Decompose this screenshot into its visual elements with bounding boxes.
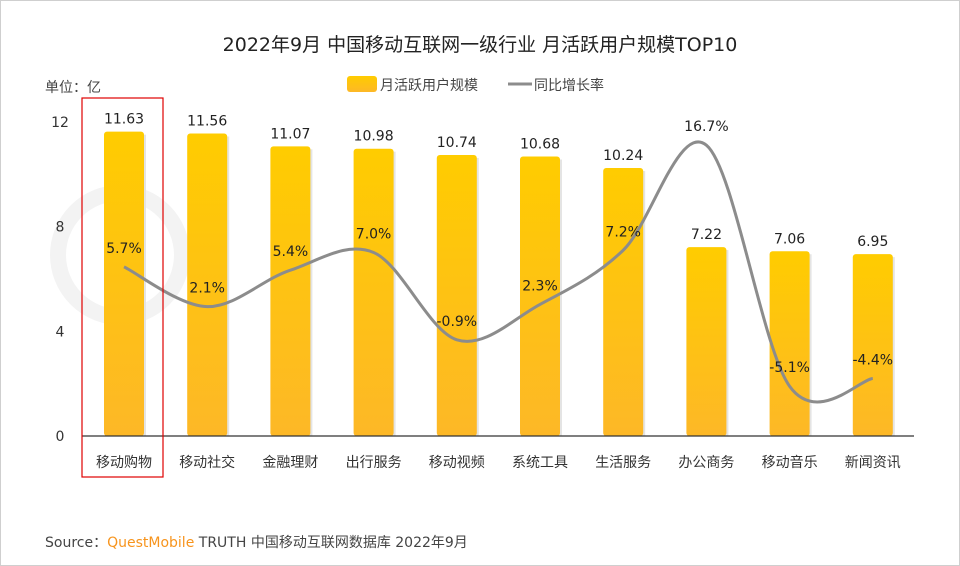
bar-value-label: 7.22 [691,227,722,243]
highlight-box [81,97,164,478]
bar-value-label: 7.06 [774,231,805,247]
growth-value-label: 2.1% [189,281,225,297]
growth-value-label: 7.2% [605,224,641,240]
growth-value-label: 5.4% [273,244,309,260]
x-tick-label: 出行服务 [346,455,402,471]
growth-value-label: 2.3% [522,278,558,294]
x-tick-label: 生活服务 [595,455,651,471]
x-tick-label: 办公商务 [678,455,734,471]
legend-line-label: 同比增长率 [534,77,604,94]
growth-value-label: -0.9% [436,314,477,330]
x-tick-label: 金融理财 [262,455,318,471]
bar-value-label: 11.63 [104,112,144,128]
bar [603,168,644,436]
source-prefix: Source： [45,535,107,551]
bar-value-label: 10.24 [603,148,643,164]
bar-value-label: 11.56 [187,114,227,130]
y-tick-label: 4 [56,324,65,340]
x-tick-label: 新闻资讯 [845,455,901,471]
y-tick-label: 0 [56,429,65,445]
bar [852,254,893,436]
growth-value-label: 5.7% [106,241,142,257]
bar-value-label: 10.68 [520,137,560,153]
x-tick-label: 移动社交 [179,454,235,471]
source-text: TRUTH 中国移动互联网数据库 2022年9月 [194,535,468,551]
bar [104,131,144,436]
growth-line [123,140,874,404]
bar [353,148,394,436]
bar [520,156,560,437]
growth-value-label: -4.4% [852,353,893,369]
y-tick-label: 12 [51,115,69,131]
bar [769,251,810,436]
y-tick-label: 8 [56,220,65,236]
legend-bar-swatch [347,76,377,92]
bar [187,133,228,436]
bar-value-label: 10.74 [437,135,477,151]
growth-value-label: 16.7% [684,119,728,135]
chart-title: 2022年9月 中国移动互联网一级行业 月活跃用户规模TOP10 [223,34,738,56]
bar [436,154,477,436]
bar-value-label: 11.07 [270,126,310,142]
bar-value-label: 10.98 [354,129,394,145]
source-brand: QuestMobile [107,535,194,551]
x-tick-label: 系统工具 [512,455,568,471]
x-tick-label: 移动购物 [96,455,152,471]
x-tick-label: 移动视频 [429,455,485,471]
growth-value-label: 7.0% [356,226,392,242]
bar [686,247,727,436]
growth-value-label: -5.1% [769,360,810,376]
bar [270,146,311,436]
source-note: Source：QuestMobile TRUTH 中国移动互联网数据库 2022… [45,535,468,551]
unit-label: 单位：亿 [45,80,101,96]
legend-bar-label: 月活跃用户规模 [380,77,478,94]
x-tick-label: 移动音乐 [762,454,818,471]
bar-value-label: 6.95 [857,234,888,250]
